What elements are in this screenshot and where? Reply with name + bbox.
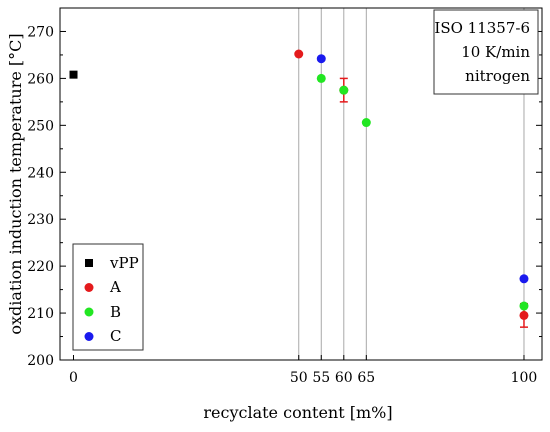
y-tick-label-260: 260 (27, 71, 54, 87)
legend: vPP A B C (72, 243, 144, 351)
annotation-line-2: 10 K/min (461, 43, 530, 61)
x-tick-label-50: 50 (290, 370, 308, 386)
x-tick-label-65: 65 (357, 370, 375, 386)
y-tick-label-210: 210 (27, 306, 54, 322)
point-c-0 (316, 54, 326, 64)
point-a-2 (519, 310, 529, 320)
legend-box (72, 243, 144, 351)
point-b-0 (316, 73, 326, 83)
y-tick-label-200: 200 (27, 353, 54, 369)
point-b-1 (339, 85, 349, 95)
y-tick-labels: 200 210 220 230 240 250 260 270 (27, 24, 54, 369)
x-axis-label: recyclate content [m%] (203, 403, 392, 422)
y-tick-label-270: 270 (27, 24, 54, 40)
x-tick-label-55: 55 (312, 370, 330, 386)
y-axis-label: oxdiation induction temperature [°C] (6, 33, 25, 334)
x-tick-label-60: 60 (335, 370, 353, 386)
data-points (69, 49, 529, 320)
legend-marker-a (84, 283, 94, 292)
x-tick-label-0: 0 (69, 370, 78, 386)
x-tick-label-100: 100 (511, 370, 538, 386)
legend-marker-c (84, 332, 94, 341)
error-bars (339, 77, 528, 328)
point-a-0 (294, 49, 304, 59)
plot-area (59, 7, 543, 361)
legend-label-vpp: vPP (109, 254, 139, 272)
y-tick-label-220: 220 (27, 259, 54, 275)
point-vpp-0 (69, 70, 78, 79)
legend-label-a: A (109, 278, 121, 296)
annotation-line-3: nitrogen (465, 67, 530, 85)
legend-label-c: C (110, 327, 121, 345)
x-tick-labels: 0 50 55 60 65 100 (69, 370, 537, 386)
y-tick-label-250: 250 (27, 118, 54, 134)
legend-marker-vpp (85, 259, 93, 267)
axis-ticks (60, 7, 542, 361)
annotation-line-1: ISO 11357-6 (434, 19, 530, 37)
point-b-3 (519, 301, 529, 311)
point-b-2 (361, 118, 371, 128)
annotation-box: ISO 11357-6 10 K/min nitrogen (433, 9, 539, 95)
y-tick-label-240: 240 (27, 165, 54, 181)
legend-marker-b (84, 307, 94, 317)
legend-label-b: B (110, 303, 121, 321)
legend-markers (84, 259, 94, 341)
point-c-1 (519, 274, 529, 284)
y-tick-label-230: 230 (27, 212, 54, 228)
